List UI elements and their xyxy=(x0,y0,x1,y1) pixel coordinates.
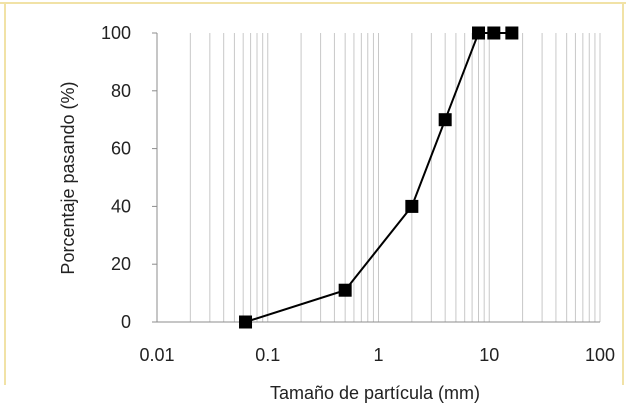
x-tick-label: 100 xyxy=(585,345,615,365)
x-tick-label: 10 xyxy=(479,345,499,365)
axis-layer xyxy=(152,32,600,323)
x-tick-label: 0.01 xyxy=(139,345,174,365)
y-tick-label: 100 xyxy=(101,23,131,43)
y-axis-title: Porcentaje pasando (%) xyxy=(58,81,78,274)
data-point-marker xyxy=(487,26,501,40)
x-tick-labels: 0.01 0.1 1 10 100 xyxy=(139,345,615,365)
y-tick-labels: 0 20 40 60 80 100 xyxy=(101,23,131,332)
series-layer xyxy=(239,26,519,329)
y-tick-label: 80 xyxy=(111,81,131,101)
y-tick-label: 40 xyxy=(111,196,131,216)
data-point-marker xyxy=(472,26,486,40)
data-point-marker xyxy=(505,26,519,40)
grid-layer xyxy=(156,33,601,322)
y-tick-label: 0 xyxy=(121,312,131,332)
data-point-marker xyxy=(438,113,452,127)
x-tick-label: 1 xyxy=(373,345,383,365)
x-axis-title: Tamaño de partícula (mm) xyxy=(270,383,480,403)
y-tick-label: 60 xyxy=(111,139,131,159)
data-point-marker xyxy=(239,315,253,329)
x-tick-label: 0.1 xyxy=(255,345,280,365)
data-point-marker xyxy=(405,199,419,213)
data-point-marker xyxy=(338,283,352,297)
y-tick-label: 20 xyxy=(111,254,131,274)
